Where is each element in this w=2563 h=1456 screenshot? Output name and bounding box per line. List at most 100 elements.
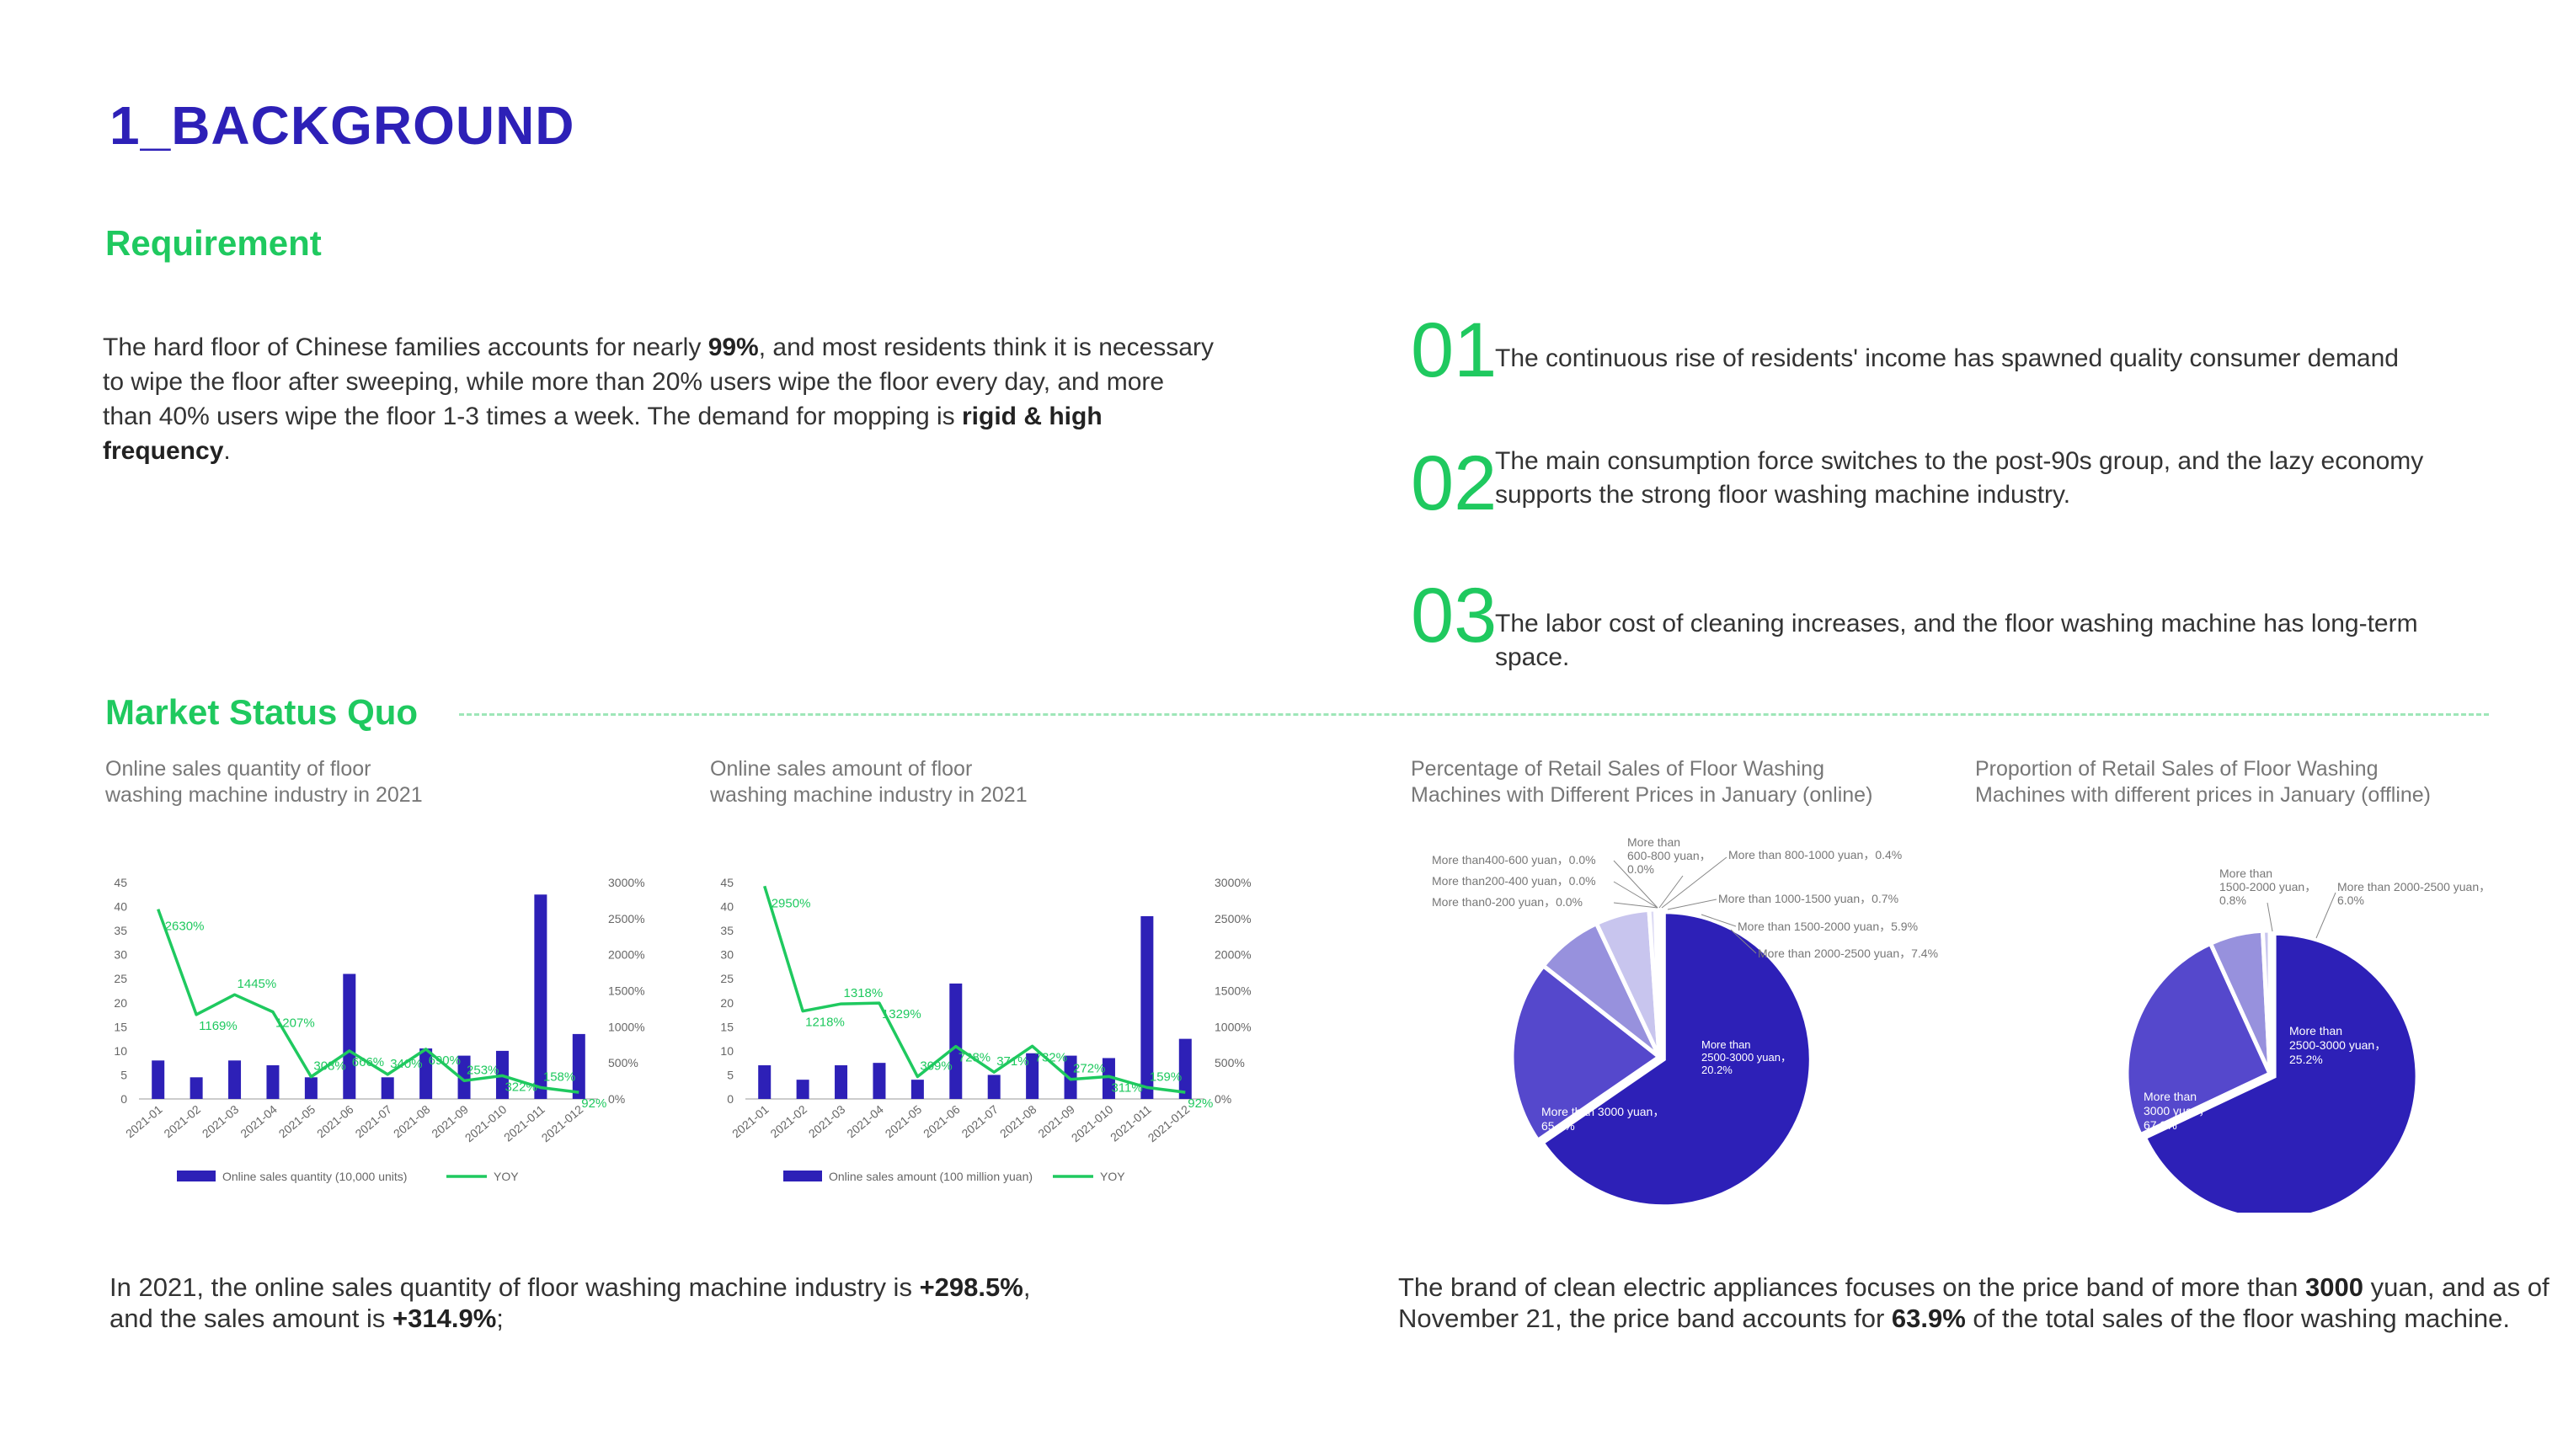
label-leader-line <box>1701 914 1737 927</box>
y-right-tick-label: 2000% <box>608 948 645 962</box>
chart-title-pie-online: Percentage of Retail Sales of Floor Wash… <box>1411 756 1872 808</box>
bar <box>457 1055 471 1099</box>
pie-inside-label: 65.4% <box>1541 1119 1575 1133</box>
y-right-tick-label: 1500% <box>608 984 645 998</box>
pie-outside-label: More than200-400 yuan，0.0% <box>1432 874 1596 888</box>
y-left-tick-label: 5 <box>120 1068 127 1081</box>
bar <box>266 1065 280 1099</box>
pie-outside-label: More than 1500-2000 yuan，5.9% <box>1738 920 1918 933</box>
point-number: 02 <box>1411 440 1498 526</box>
bar <box>1178 1038 1192 1099</box>
y-right-tick-label: 3000% <box>1215 876 1252 889</box>
y-left-tick-label: 5 <box>727 1068 734 1081</box>
y-right-tick-label: 500% <box>608 1056 638 1069</box>
yoy-point-label: 253% <box>467 1063 499 1077</box>
point-number: 01 <box>1411 307 1498 393</box>
bar <box>1064 1055 1077 1099</box>
pie-slice <box>2260 928 2272 1075</box>
label-leader-line <box>1613 860 1658 909</box>
chart-title-amount: Online sales amount of floor washing mac… <box>710 756 1028 808</box>
pie-inside-label: More than <box>2289 1024 2342 1037</box>
x-tick-label: 2021-05 <box>883 1102 925 1140</box>
point-number: 03 <box>1411 573 1498 659</box>
pie-inside-label: 2500-3000 yuan， <box>2289 1038 2386 1052</box>
yoy-point-label: 311% <box>1111 1080 1142 1095</box>
pie-outside-label: More than0-200 yuan，0.0% <box>1432 895 1583 909</box>
x-tick-label: 2021-02 <box>767 1102 809 1140</box>
pie-inside-label: 3000 yuan， <box>2144 1104 2210 1117</box>
y-right-tick-label: 0% <box>1215 1092 1231 1106</box>
y-left-tick-label: 25 <box>114 972 127 985</box>
legend-bar-swatch <box>177 1171 216 1181</box>
req-text-part: . <box>223 437 231 465</box>
market-title: Market Status Quo <box>105 692 419 732</box>
yoy-line <box>763 885 1186 1094</box>
pie-outside-label: 6.0% <box>2337 893 2364 907</box>
yoy-point-label: 159% <box>1150 1069 1182 1084</box>
point-item-01: 01 The continuous rise of residents' inc… <box>1411 307 2497 393</box>
y-left-tick-label: 30 <box>114 948 127 962</box>
summary-line: November 21, the price band accounts for… <box>1398 1303 2550 1334</box>
yoy-point-label: 92% <box>581 1096 606 1111</box>
y-right-tick-label: 2000% <box>1215 948 1252 962</box>
y-left-tick-label: 15 <box>720 1020 734 1033</box>
chart-title-line: Machines with Different Prices in Januar… <box>1411 783 1873 807</box>
yoy-point-label: 2630% <box>165 920 205 934</box>
label-leader-line <box>2267 902 2273 932</box>
summary-bold: 63.9% <box>1891 1304 1966 1333</box>
y-left-tick-label: 35 <box>114 924 127 937</box>
y-right-tick-label: 2500% <box>608 912 645 925</box>
summary-part: The brand of clean electric appliances f… <box>1398 1272 2306 1302</box>
x-tick-label: 2021-07 <box>958 1102 1001 1140</box>
y-left-tick-label: 10 <box>114 1044 127 1058</box>
yoy-point-label: 728% <box>958 1051 990 1065</box>
bar <box>796 1080 809 1099</box>
pie-inside-label: 20.2% <box>1701 1064 1733 1076</box>
chart-title-line: Proportion of Retail Sales of Floor Wash… <box>1975 757 2379 781</box>
summary-bold: +298.5% <box>919 1272 1023 1302</box>
x-tick-label: 2021-06 <box>314 1102 356 1140</box>
pie-inside-label: More than 3000 yuan， <box>1541 1105 1664 1118</box>
chart-title-pie-offline: Proportion of Retail Sales of Floor Wash… <box>1975 756 2431 808</box>
y-right-tick-label: 2500% <box>1215 912 1252 925</box>
y-left-tick-label: 20 <box>720 996 734 1010</box>
point-item-02: 02 The main consumption force switches t… <box>1411 440 2497 526</box>
pie-inside-label: 67.9% <box>2144 1118 2177 1132</box>
point-text: The continuous rise of residents' income… <box>1495 344 2399 372</box>
yoy-point-label: 340% <box>390 1057 422 1071</box>
bar <box>835 1065 848 1099</box>
pie-outside-label: More than 800-1000 yuan，0.4% <box>1728 848 1902 861</box>
summary-online-sales: In 2021, the online sales quantity of fl… <box>109 1272 1030 1334</box>
summary-part: November 21, the price band accounts for <box>1398 1304 1892 1333</box>
x-tick-label: 2021-011 <box>501 1102 547 1144</box>
yoy-point-label: 732% <box>1035 1050 1067 1064</box>
bar <box>1026 1053 1039 1099</box>
req-text-part: The hard floor of Chinese families accou… <box>103 333 708 361</box>
pie-outside-label: More than <box>2219 867 2272 880</box>
chart-title-line: Machines with different prices in Januar… <box>1975 783 2432 807</box>
x-tick-label: 2021-010 <box>1069 1102 1116 1144</box>
y-left-tick-label: 25 <box>720 972 734 985</box>
summary-bold: 3000 <box>2305 1272 2364 1302</box>
pie-inside-label: More than <box>1701 1038 1751 1051</box>
y-left-tick-label: 0 <box>120 1092 127 1106</box>
req-text-bold: 99% <box>707 333 759 361</box>
bar <box>190 1077 203 1099</box>
y-right-tick-label: 1000% <box>608 1020 645 1033</box>
summary-part: , <box>1023 1272 1031 1302</box>
x-tick-label: 2021-05 <box>276 1102 318 1140</box>
chart-sales-quantity: 0 5 10 15 20 25 30 35 40 45 0% 500% 1000% 1500% 2000% 2… <box>114 876 645 1183</box>
req-text-bold: rigid & high frequency <box>103 403 1103 465</box>
pie-outside-label: 0.8% <box>2219 893 2246 907</box>
yoy-point-label: 272% <box>1073 1062 1105 1076</box>
bar <box>1140 915 1154 1099</box>
section-divider <box>459 713 2489 716</box>
pie-slice <box>2124 940 2273 1139</box>
y-left-tick-label: 30 <box>720 948 734 962</box>
yoy-point-label: 666% <box>352 1055 384 1069</box>
label-leader-line <box>1667 899 1717 910</box>
yoy-point-label: 309% <box>920 1059 952 1074</box>
legend-bar-label: Online sales amount (100 million yuan) <box>829 1170 1033 1183</box>
pie-inside-label: 2500-3000 yuan， <box>1701 1051 1791 1064</box>
